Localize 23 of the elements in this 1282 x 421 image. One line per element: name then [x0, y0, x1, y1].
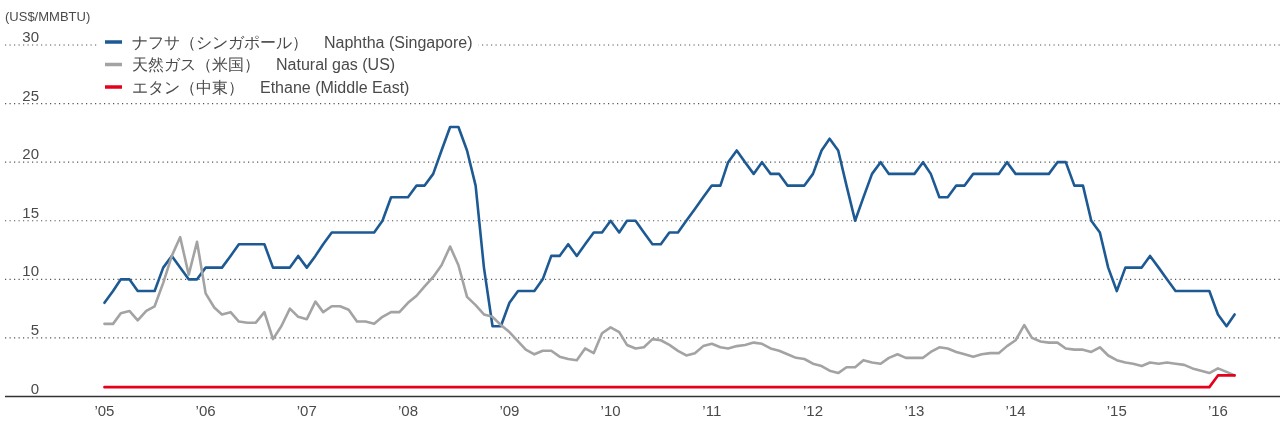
- x-tick-label: ’09: [499, 402, 520, 419]
- y-axis-title: (US$/MMBTU): [5, 9, 91, 24]
- x-tick-label: ’07: [296, 402, 317, 419]
- legend-label: 天然ガス（米国） Natural gas (US): [132, 56, 396, 73]
- x-tick-label: ’16: [1207, 402, 1228, 419]
- y-tick-label: 20: [22, 145, 39, 163]
- x-tick-label: ’11: [702, 402, 722, 419]
- x-tick-label: ’12: [802, 402, 823, 419]
- y-tick-label: 15: [22, 203, 39, 221]
- x-tick-label: ’05: [94, 402, 115, 419]
- x-tick-label: ’10: [600, 402, 621, 419]
- x-tick-label: ’15: [1106, 402, 1127, 419]
- x-tick-label: ’14: [1005, 402, 1026, 419]
- y-tick-label: 30: [22, 28, 39, 45]
- x-tick-label: ’08: [397, 402, 418, 419]
- x-tick-label: ’06: [195, 402, 216, 419]
- legend-label: ナフサ（シンガポール） Naphtha (Singapore): [132, 33, 473, 51]
- y-tick-label: 10: [22, 262, 39, 280]
- x-tick-label: ’13: [904, 402, 925, 419]
- y-tick-label: 25: [22, 86, 39, 104]
- y-tick-label: 0: [30, 379, 39, 397]
- y-tick-label: 5: [30, 320, 39, 338]
- legend-label: エタン（中東） Ethane (Middle East): [132, 78, 410, 96]
